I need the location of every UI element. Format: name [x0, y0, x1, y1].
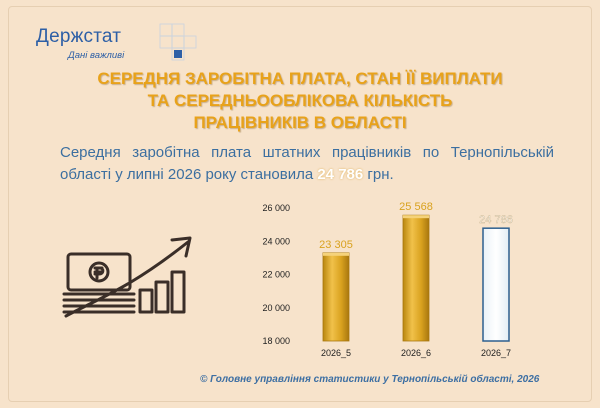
bar-2026_7: [482, 227, 510, 342]
x-axis-labels: 2026_5 2026_6 2026_7: [321, 348, 511, 358]
salary-bar-chart: 18 000 20 000 22 000 24 000 26 000 23 305 25 …: [262, 201, 513, 358]
summary-before: Середня заробітна плата штатних працівни…: [60, 144, 554, 183]
money-growth-chart-icon: [62, 236, 192, 318]
headline-line-2: та середньооблікова кількість: [147, 91, 453, 110]
x-tick-label: 2026_6: [401, 348, 431, 358]
bar-cap: [323, 252, 349, 256]
y-tick-label: 18 000: [262, 336, 290, 346]
y-tick-label: 24 000: [262, 236, 290, 246]
bar-2026_5: [322, 252, 350, 342]
data-label: 24 786: [479, 214, 513, 226]
bar-2026_6: [402, 214, 430, 342]
headline: Середня заробітна плата, стан її виплати…: [40, 68, 560, 134]
bars: [322, 214, 510, 342]
x-tick-label: 2026_7: [481, 348, 511, 358]
bar-cap: [403, 215, 429, 219]
y-axis: 18 000 20 000 22 000 24 000 26 000: [262, 203, 290, 346]
summary-text: Середня заробітна плата штатних працівни…: [60, 142, 554, 186]
footer-copyright: © Головне управління статистики у Терноп…: [200, 374, 540, 385]
y-tick-label: 26 000: [262, 203, 290, 213]
x-tick-label: 2026_5: [321, 348, 351, 358]
y-tick-label: 22 000: [262, 270, 290, 280]
logo-tagline: Дані важливі: [68, 50, 125, 61]
page-frame: [8, 6, 592, 402]
summary-highlight-value: 24 786: [317, 166, 364, 183]
logo-grid-icon: [159, 23, 197, 61]
logo-name: Держстат: [36, 26, 122, 47]
summary-after: грн.: [363, 166, 394, 183]
data-label: 23 305: [319, 239, 353, 251]
headline-line-3: працівників в області: [193, 113, 407, 132]
y-tick-label: 20 000: [262, 303, 290, 313]
logo: Держстат Дані важливі: [36, 23, 197, 64]
headline-line-1: Середня заробітна плата, стан її виплати: [97, 69, 503, 88]
data-labels: 23 305 25 568 24 786: [319, 201, 513, 251]
data-label: 25 568: [399, 201, 433, 213]
